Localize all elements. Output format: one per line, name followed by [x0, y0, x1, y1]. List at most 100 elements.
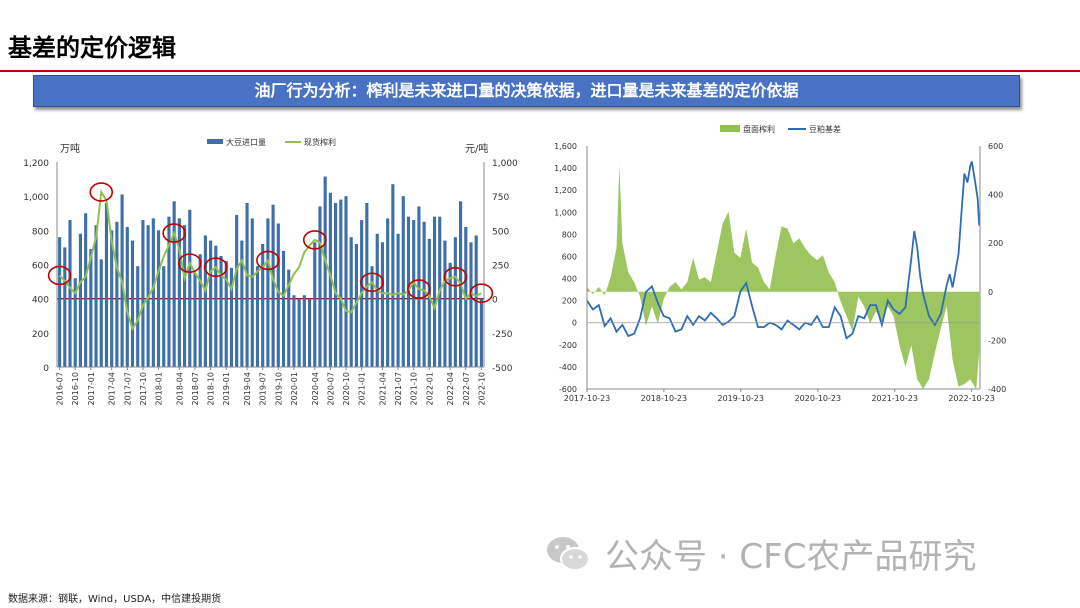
import-bar [354, 244, 358, 367]
highlight-circle [469, 283, 494, 304]
y-left-tick: 0 [43, 364, 49, 374]
legend-label-imports: 大豆进口量 [226, 137, 266, 147]
x-tick-label: 2019-07 [259, 372, 268, 405]
import-bar [396, 233, 400, 367]
y-left-tick: 200 [562, 297, 577, 306]
y-right-tick: 250 [492, 262, 509, 272]
highlight-circle [443, 266, 468, 287]
page-title: 基差的定价逻辑 [8, 34, 176, 62]
y-left-tick: 1,600 [554, 142, 577, 151]
import-bar [323, 176, 327, 367]
import-bar [89, 249, 93, 367]
import-bar [443, 240, 447, 367]
x-tick-label: 2022-04 [446, 372, 455, 405]
import-bar [167, 216, 171, 367]
import-bar [229, 267, 234, 367]
import-bar [255, 266, 260, 367]
y-left-tick: 1,000 [554, 208, 577, 217]
x-tick-label: 2017-01 [87, 372, 96, 405]
y-right-tick: 400 [988, 191, 1003, 200]
import-bar [469, 242, 473, 367]
y-right-tick: 0 [988, 288, 993, 297]
import-bar [84, 213, 88, 367]
highlight-circle [407, 279, 431, 299]
banner: 油厂行为分析：榨利是未来进口量的决策依据，进口量是未来基差的定价依据 [33, 75, 1020, 107]
highlight-circle [360, 272, 384, 293]
y-right-tick: 0 [492, 296, 498, 306]
y-right-tick: 1,000 [492, 159, 518, 169]
import-bar [432, 216, 437, 367]
right-axis-unit: 元/吨 [465, 142, 488, 155]
import-bar [58, 237, 62, 367]
legend-label-basis: 豆粕基差 [809, 124, 841, 134]
x-tick-label: 2017-07 [123, 372, 132, 405]
x-tick-label: 2020-10 [342, 372, 351, 405]
highlight-circle [256, 250, 280, 271]
y-right-tick: 750 [492, 193, 509, 203]
import-bar [287, 269, 291, 367]
import-bar [422, 221, 426, 367]
import-bar [141, 220, 145, 367]
y-right-tick: 500 [492, 227, 509, 237]
import-bar [276, 223, 280, 367]
import-bar [203, 235, 207, 367]
import-bar [344, 196, 348, 367]
x-tick-label: 2019-01 [222, 372, 231, 405]
x-tick-label: 2018-10 [207, 372, 216, 405]
import-bar [99, 259, 103, 367]
highlight-circle [302, 230, 327, 250]
import-bar [68, 220, 72, 367]
import-bar [172, 201, 176, 367]
x-tick-label: 2021-01 [358, 372, 367, 405]
import-bar [151, 218, 155, 367]
import-bar [302, 295, 306, 367]
highlight-circle [89, 182, 114, 202]
x-tick-label: 2017-10-23 [564, 394, 611, 403]
x-tick-label: 2021-10 [410, 372, 419, 405]
import-bar [297, 298, 301, 367]
y-right-tick: -500 [492, 364, 513, 374]
y-left-tick: 400 [32, 296, 49, 306]
x-tick-label: 2019-10 [274, 372, 283, 405]
import-bar [318, 206, 322, 367]
x-tick-label: 2017-04 [108, 372, 117, 405]
import-bar [417, 206, 421, 367]
legend-swatch-margin [720, 125, 740, 132]
import-bar [401, 196, 405, 367]
x-tick-label: 2018-10-23 [641, 394, 688, 403]
x-tick-label: 2018-01 [155, 372, 164, 405]
import-bar [177, 218, 181, 367]
import-bar [339, 199, 343, 367]
margin-area [587, 165, 980, 389]
y-left-tick: 200 [32, 330, 49, 340]
y-right-tick: -250 [492, 330, 513, 340]
import-bar [104, 203, 109, 367]
y-left-tick: 1,000 [23, 193, 49, 203]
import-bar [63, 247, 67, 367]
x-tick-label: 2019-04 [243, 372, 252, 405]
x-tick-label: 2016-07 [56, 372, 65, 405]
import-bar [365, 203, 369, 367]
import-bar [188, 209, 192, 367]
import-bar [453, 237, 457, 367]
import-bar [240, 240, 244, 367]
import-bar [266, 218, 270, 367]
x-tick-label: 2021-10-23 [871, 394, 918, 403]
watermark: 公众号 · CFC农产品研究 [545, 529, 976, 578]
import-bar [73, 278, 77, 367]
data-source: 数据来源：钢联，Wind，USDA，中信建投期货 [8, 594, 222, 605]
y-left-tick: 400 [562, 275, 577, 284]
import-bar [281, 250, 286, 367]
import-bar [193, 273, 197, 367]
import-bar [380, 242, 385, 367]
highlight-circle [204, 257, 228, 278]
import-bar [198, 254, 202, 367]
import-bar [156, 230, 161, 367]
import-bar [427, 238, 431, 367]
import-bar [307, 298, 312, 367]
import-bar [313, 242, 317, 367]
legend-label-margin: 盘面榨利 [743, 124, 775, 134]
import-bar [183, 225, 187, 367]
import-bar [94, 225, 98, 367]
